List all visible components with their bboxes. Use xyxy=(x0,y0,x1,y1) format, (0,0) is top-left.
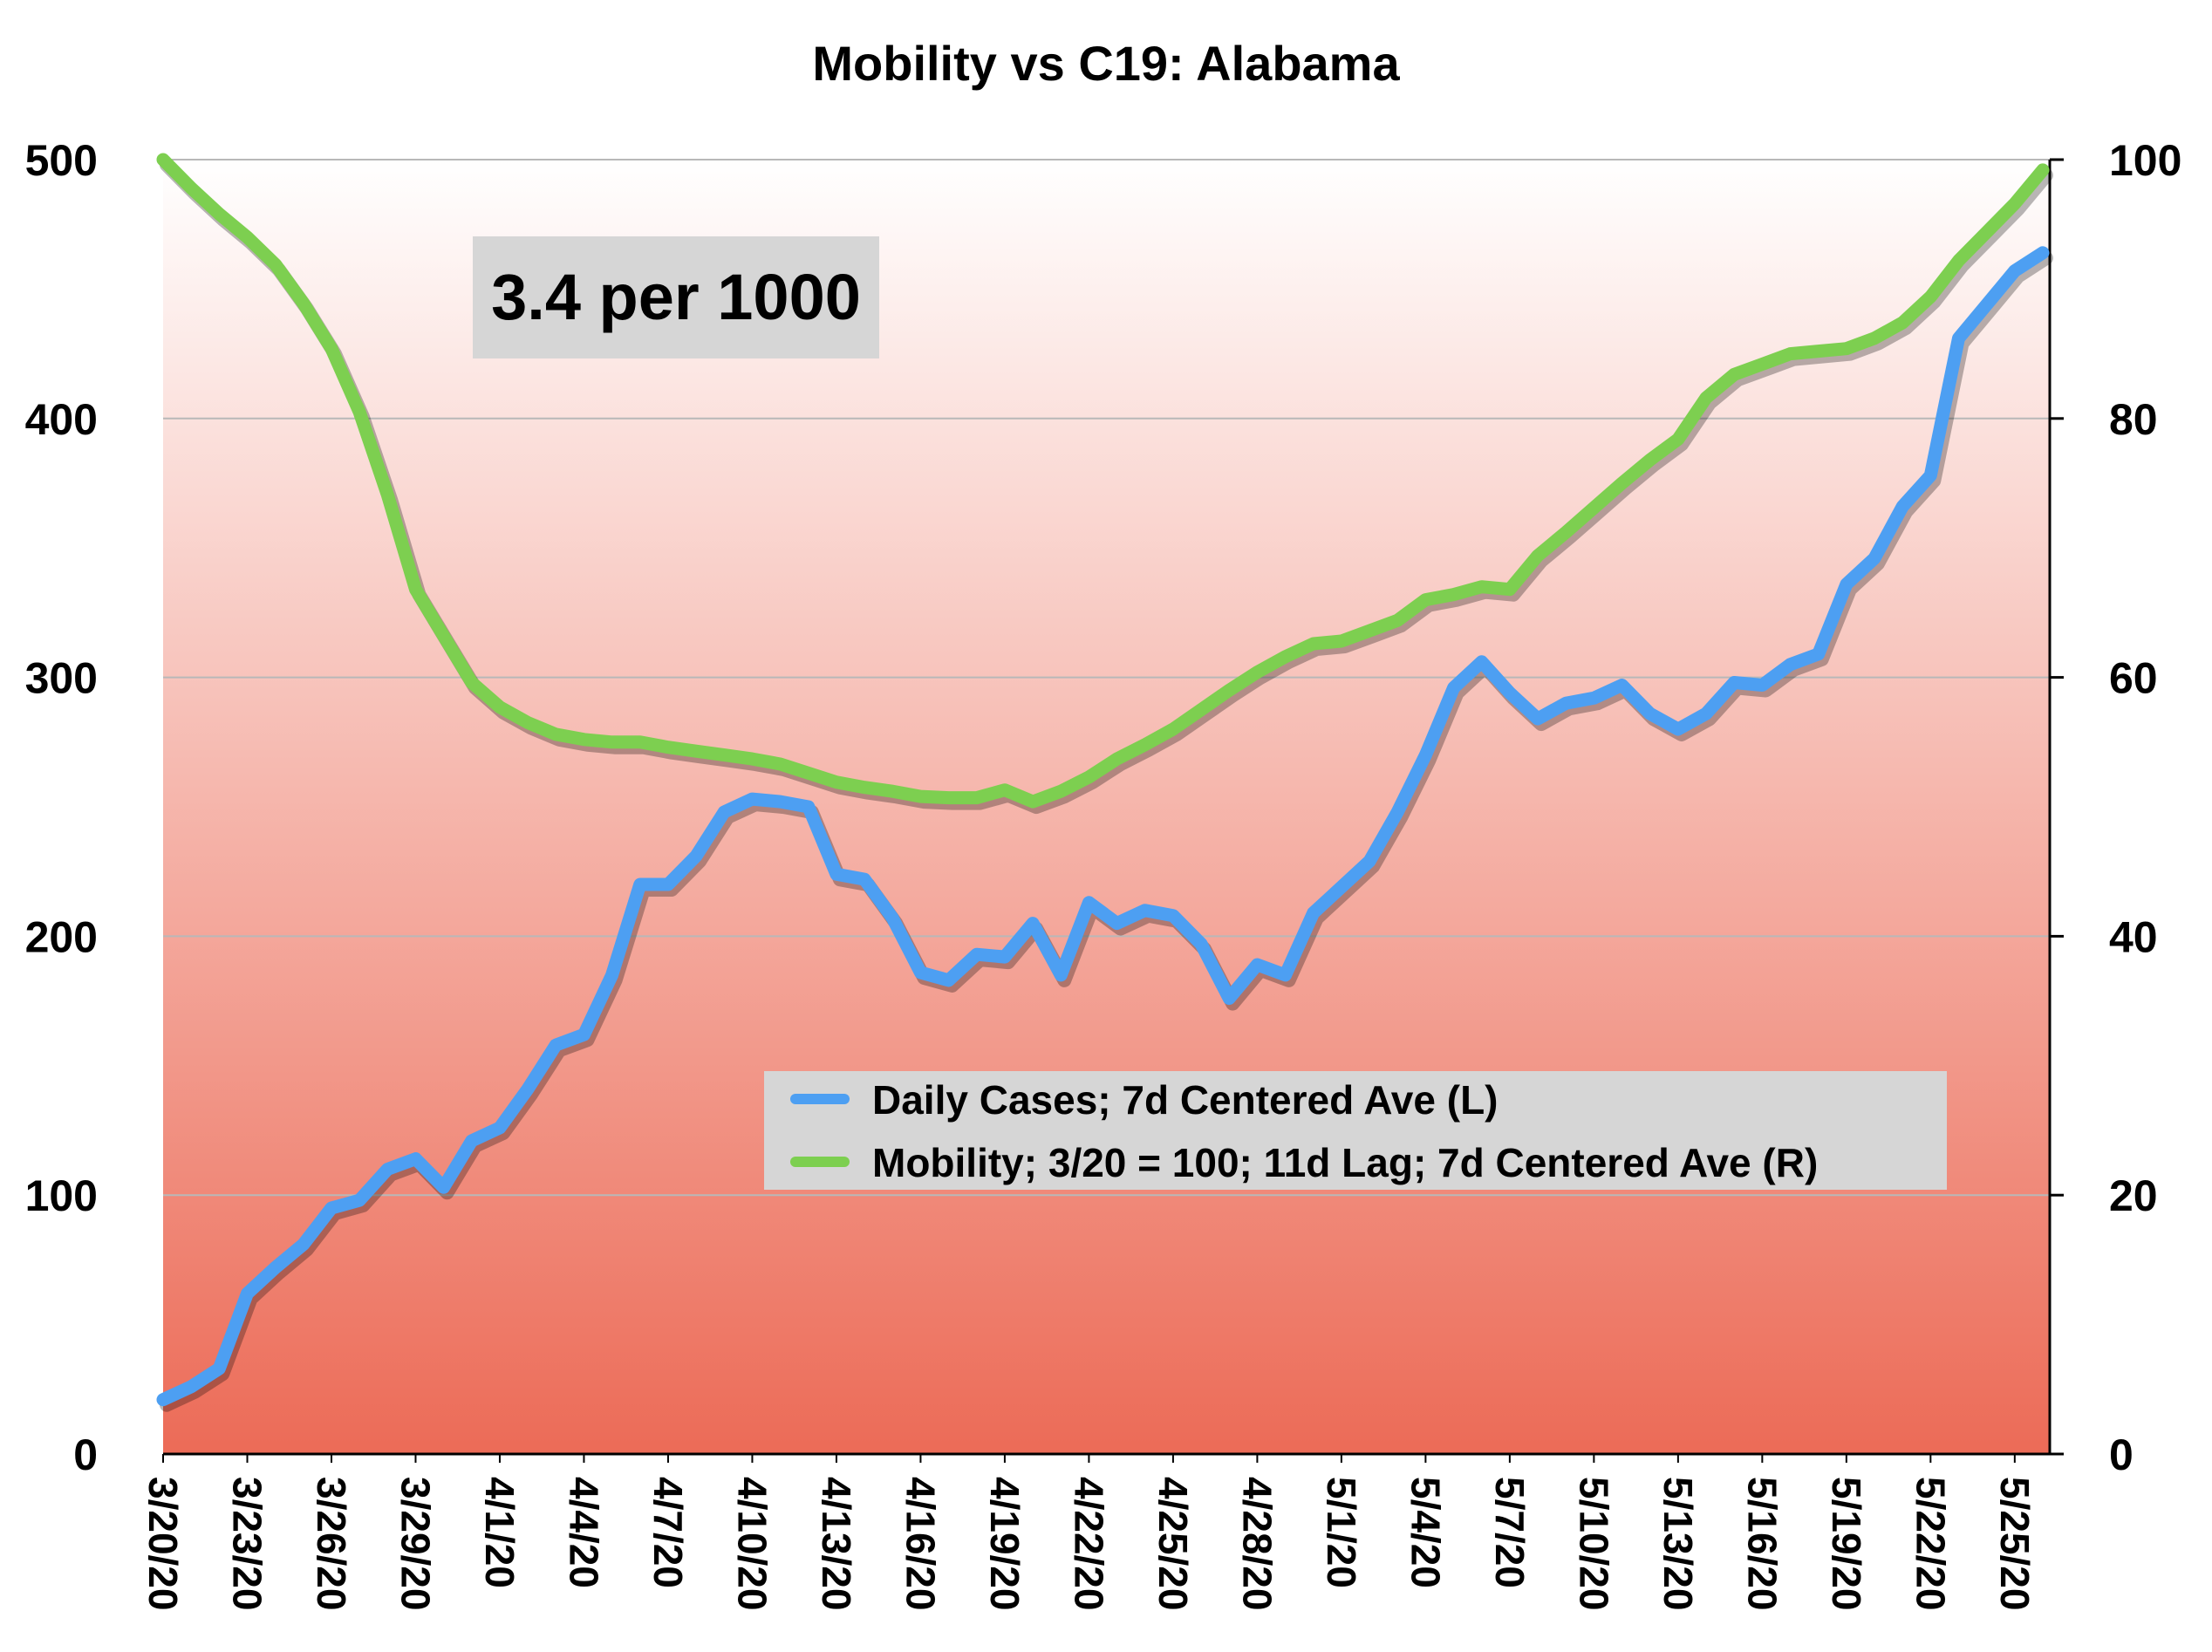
plot-area xyxy=(163,160,2050,1454)
gridlines xyxy=(163,159,2050,1197)
x-tick-label: 4/28/20 xyxy=(1234,1477,1280,1610)
x-tick-label: 5/22/20 xyxy=(1908,1477,1953,1610)
x-tick-label: 3/26/20 xyxy=(309,1477,354,1610)
x-tick-label: 4/13/20 xyxy=(814,1477,859,1610)
x-tick-label: 5/7/20 xyxy=(1487,1477,1533,1588)
y-right-tick-label: 100 xyxy=(2109,136,2181,185)
x-tick-label: 5/10/20 xyxy=(1571,1477,1616,1610)
legend-label-cases: Daily Cases; 7d Centered Ave (L) xyxy=(872,1077,1499,1123)
x-tick-label: 5/1/20 xyxy=(1319,1477,1364,1588)
y-right-tick-label: 60 xyxy=(2109,654,2158,703)
x-tick-label: 3/29/20 xyxy=(393,1477,438,1610)
x-tick-label: 4/22/20 xyxy=(1066,1477,1111,1610)
y-left-tick-label: 400 xyxy=(25,395,98,444)
x-tick-label: 5/13/20 xyxy=(1656,1477,1701,1610)
x-axis: 3/20/20 3/23/20 3/26/20 3/29/20 4/1/20 4/4/20… xyxy=(140,1454,2038,1610)
x-tick-label: 5/19/20 xyxy=(1824,1477,1869,1610)
series-line-mobility xyxy=(156,153,2050,809)
y-right-tick-label: 0 xyxy=(2109,1430,2133,1479)
y-left-tick-label: 300 xyxy=(25,654,98,703)
x-tick-label: 4/10/20 xyxy=(729,1477,775,1610)
y-right-tick-label: 40 xyxy=(2109,912,2158,961)
x-tick-label: 4/16/20 xyxy=(898,1477,943,1610)
x-tick-label: 4/4/20 xyxy=(561,1477,606,1588)
legend-label-mobility: Mobility; 3/20 = 100; 11d Lag; 7d Center… xyxy=(872,1140,1818,1185)
x-tick-label: 5/25/20 xyxy=(1992,1477,2038,1610)
y-left-tick-label: 200 xyxy=(25,912,98,961)
x-tick-label: 5/16/20 xyxy=(1739,1477,1785,1610)
y-left-tick-label: 0 xyxy=(73,1430,98,1479)
y-right-tick-label: 20 xyxy=(2109,1171,2158,1220)
annotation-box: 3.4 per 1000 xyxy=(473,236,879,358)
x-tick-label: 3/23/20 xyxy=(224,1477,270,1610)
annotation-text: 3.4 per 1000 xyxy=(491,261,861,333)
x-tick-label: 5/4/20 xyxy=(1403,1477,1448,1588)
series-layer xyxy=(156,153,2053,1412)
y-axis-left: 0 100 200 300 400 500 xyxy=(25,136,98,1479)
y-left-tick-label: 100 xyxy=(25,1171,98,1220)
series-line-daily-cases xyxy=(156,246,2050,1407)
x-tick-label: 3/20/20 xyxy=(140,1477,186,1610)
chart-title: Mobility vs C19: Alabama xyxy=(812,36,1400,91)
x-tick-label: 4/7/20 xyxy=(645,1477,691,1588)
x-tick-label: 4/19/20 xyxy=(982,1477,1027,1610)
y-axis-right: 0 20 40 60 80 100 xyxy=(2050,136,2181,1479)
legend: Daily Cases; 7d Centered Ave (L) Mobilit… xyxy=(764,1071,1947,1190)
x-tick-label: 4/25/20 xyxy=(1150,1477,1196,1610)
x-tick-label: 4/1/20 xyxy=(477,1477,522,1588)
y-left-tick-label: 500 xyxy=(25,136,98,185)
y-right-tick-label: 80 xyxy=(2109,395,2158,444)
